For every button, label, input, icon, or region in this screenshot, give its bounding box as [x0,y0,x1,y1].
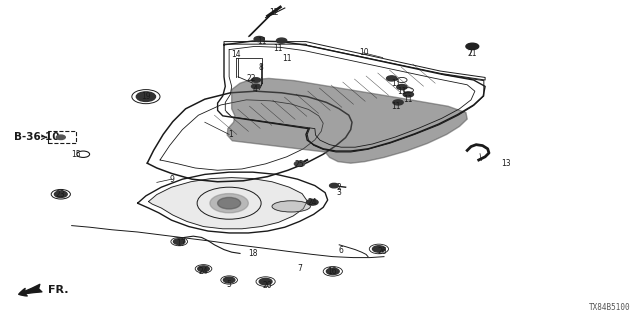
Text: 12: 12 [269,8,278,17]
Text: 18: 18 [248,249,257,258]
Text: 15: 15 [70,150,81,159]
Circle shape [276,38,287,43]
Text: 11: 11 [274,44,283,53]
Text: TX84B5100: TX84B5100 [589,303,630,312]
Circle shape [466,43,479,50]
Polygon shape [227,78,467,163]
Circle shape [307,199,318,205]
Circle shape [259,278,272,285]
Circle shape [403,92,413,97]
Text: 23: 23 [56,190,66,199]
Text: 11: 11 [391,102,400,111]
Text: 11: 11 [397,87,406,96]
Circle shape [218,197,241,209]
Circle shape [397,84,407,90]
Text: 1: 1 [228,130,233,139]
Text: 20: 20 [262,281,273,290]
Text: FR.: FR. [48,284,68,295]
Circle shape [254,36,264,42]
Ellipse shape [272,201,310,212]
Text: 26: 26 [378,247,388,256]
Text: 11: 11 [391,79,400,88]
Circle shape [294,161,305,166]
Circle shape [387,76,397,81]
Text: 13: 13 [500,159,511,168]
Text: 14: 14 [230,50,241,59]
Circle shape [210,194,248,213]
Circle shape [326,268,339,275]
Circle shape [252,84,260,89]
Text: 11: 11 [258,37,267,46]
Circle shape [393,100,403,105]
Text: 2: 2 [337,183,342,192]
Circle shape [136,92,156,101]
Text: 22: 22 [247,74,256,83]
Text: 21: 21 [468,49,477,58]
Text: 24: 24 [198,268,209,276]
Text: 19: 19 [141,92,151,101]
Circle shape [173,239,185,244]
Text: 9: 9 [169,175,174,184]
Circle shape [56,135,65,140]
Text: 17: 17 [176,239,186,248]
Text: 16: 16 [326,267,337,276]
Text: 24: 24 [307,198,317,207]
Text: B-36-10: B-36-10 [14,132,60,142]
Text: 3: 3 [337,188,342,197]
Circle shape [223,277,235,283]
Circle shape [198,266,209,272]
Text: 4: 4 [252,85,257,94]
Text: 8: 8 [259,63,264,72]
Text: 25: 25 [294,160,305,169]
Text: 11: 11 [282,54,291,63]
Text: 11: 11 [404,95,413,104]
Circle shape [252,78,260,82]
Circle shape [330,183,339,188]
Text: 10: 10 [358,48,369,57]
Circle shape [372,246,385,252]
Text: 5: 5 [227,280,232,289]
Text: 6: 6 [339,246,344,255]
Circle shape [54,191,67,197]
Polygon shape [148,178,307,229]
Text: 7: 7 [297,264,302,273]
